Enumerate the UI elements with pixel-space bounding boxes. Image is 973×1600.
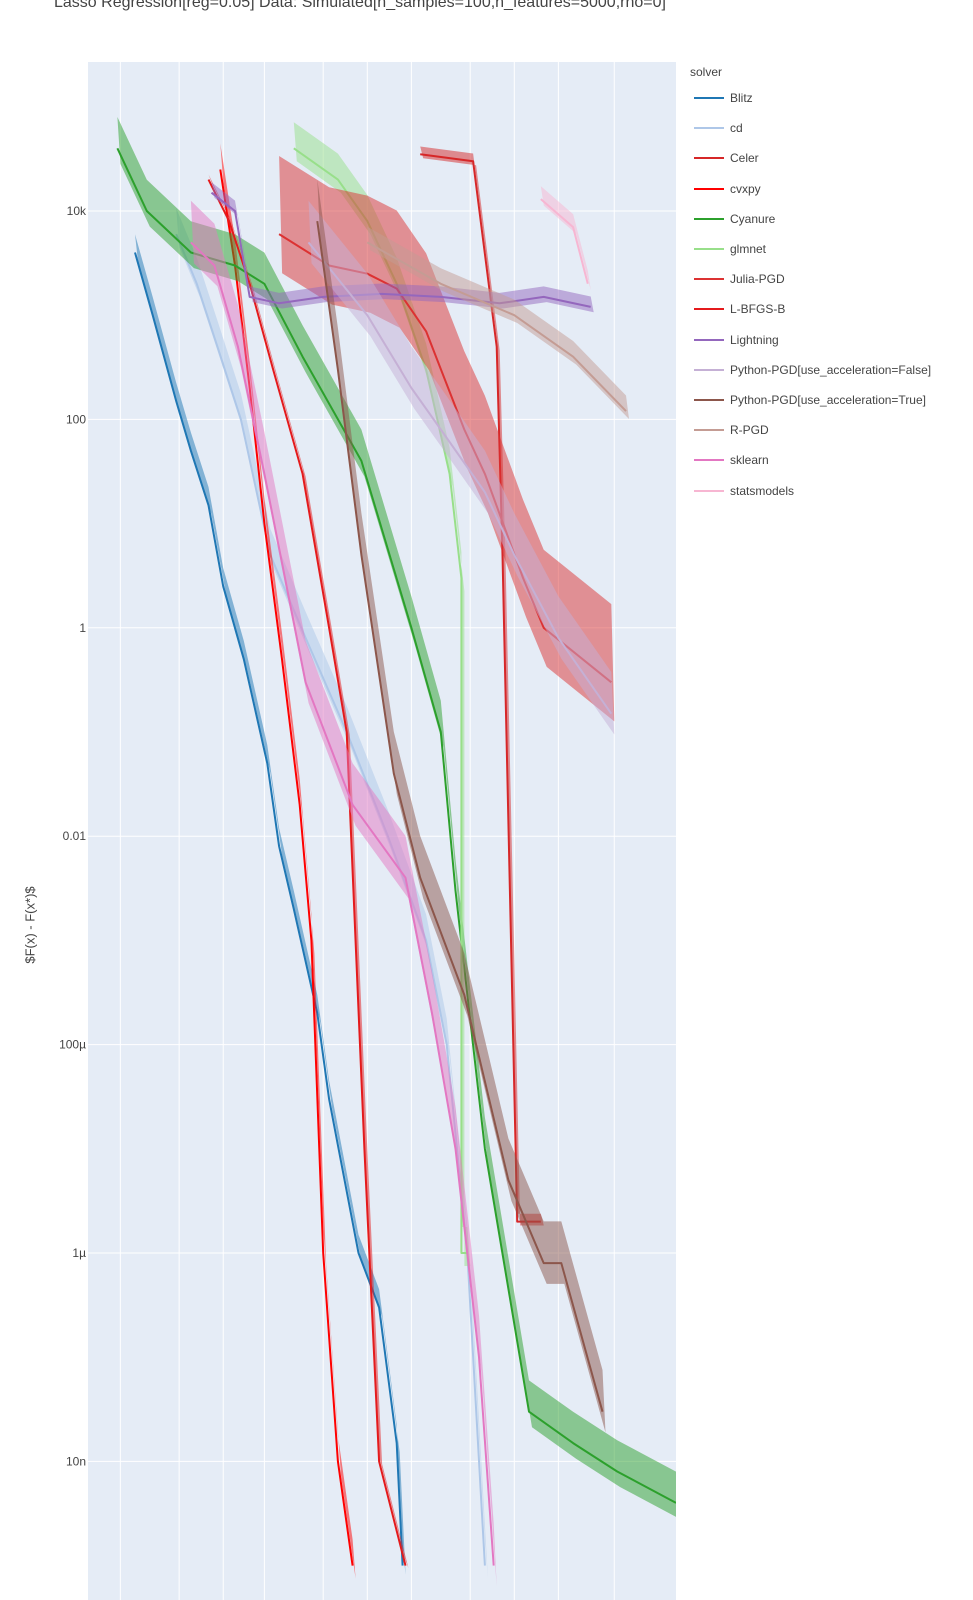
legend-swatch	[694, 278, 724, 281]
legend-label: glmnet	[730, 242, 767, 257]
legend: solver Blitz cd Celer cvxpy Cyanure glmnet Jul…	[690, 64, 931, 506]
legend-item-lightning[interactable]: Lightning	[690, 325, 931, 355]
series-line	[190, 241, 495, 1566]
series-line	[134, 252, 404, 1566]
y-axis-ticks: 10k 100 1 0.01 100µ 1µ 10n	[59, 204, 87, 1468]
legend-label: Python-PGD[use_acceleration=True]	[730, 392, 926, 407]
legend-swatch	[694, 368, 724, 371]
y-tick-label: 1	[79, 621, 86, 635]
series-band	[317, 179, 606, 1433]
series-line	[307, 241, 613, 715]
legend-swatch	[694, 429, 724, 432]
chart-title: Lasso Regression[reg=0.05] Data: Simulat…	[54, 0, 666, 11]
legend-label: Blitz	[730, 91, 753, 106]
series-band	[540, 186, 591, 291]
gridlines	[88, 62, 676, 1600]
legend-swatch	[694, 398, 724, 401]
legend-item-cyanure[interactable]: Cyanure	[690, 204, 931, 234]
legend-label: Celer	[730, 151, 759, 166]
y-tick-label: 100µ	[59, 1038, 86, 1052]
legend-label: Lightning	[730, 332, 779, 347]
legend-swatch	[694, 187, 724, 190]
series-r-pgd	[366, 226, 629, 419]
legend-swatch	[694, 97, 724, 100]
legend-item-julia-pgd[interactable]: Julia-PGD	[690, 264, 931, 294]
legend-item-blitz[interactable]: Blitz	[690, 83, 931, 113]
y-tick-label: 1µ	[72, 1246, 86, 1260]
series-statsmodels	[540, 186, 591, 291]
series-line	[207, 179, 407, 1566]
legend-title: solver	[690, 65, 723, 79]
y-tick-label: 0.01	[63, 829, 87, 843]
legend-item-r-pgd[interactable]: R-PGD	[690, 415, 931, 445]
legend-swatch	[694, 157, 724, 160]
legend-label: statsmodels	[730, 483, 795, 498]
series-l-bfgs-b	[207, 174, 409, 1569]
y-tick-label: 100	[66, 412, 86, 426]
series-line	[540, 198, 589, 285]
legend-label: Python-PGD[use_acceleration=False]	[730, 362, 932, 377]
series-python-pgd-use-acceleration-false-	[307, 200, 615, 735]
legend-item-celer[interactable]: Celer	[690, 143, 931, 173]
series-band	[367, 226, 629, 419]
legend-item-statsmodels[interactable]: statsmodels	[690, 475, 931, 505]
legend-swatch	[694, 217, 724, 220]
series-sklearn	[190, 200, 497, 1587]
legend-label: L-BFGS-B	[730, 302, 786, 317]
series-band	[420, 146, 544, 1226]
legend-swatch	[694, 127, 724, 130]
legend-swatch	[694, 248, 724, 251]
legend-swatch	[694, 338, 724, 341]
legend-item-sklearn[interactable]: sklearn	[690, 445, 931, 475]
y-tick-label: 10k	[67, 204, 87, 218]
legend-label: cd	[730, 121, 743, 136]
series-line	[366, 241, 627, 412]
legend-item-cd[interactable]: cd	[690, 113, 931, 143]
legend-label: R-PGD	[730, 423, 769, 438]
legend-label: sklearn	[730, 453, 769, 468]
legend-item-glmnet[interactable]: glmnet	[690, 234, 931, 264]
legend-items: Blitz cd Celer cvxpy Cyanure glmnet Julia-PGD L…	[690, 83, 931, 506]
series-python-pgd-use-acceleration-true-	[316, 179, 606, 1433]
series-traces	[116, 117, 676, 1587]
legend-swatch	[694, 489, 724, 492]
legend-item-l-bfgs-b[interactable]: L-BFGS-B	[690, 294, 931, 324]
y-tick-label: 10n	[66, 1454, 86, 1468]
legend-swatch	[694, 459, 724, 462]
legend-label: Cyanure	[730, 211, 776, 226]
legend-item-python-pgd-use-acceleration-false-[interactable]: Python-PGD[use_acceleration=False]	[690, 355, 931, 385]
legend-item-cvxpy[interactable]: cvxpy	[690, 174, 931, 204]
legend-swatch	[694, 308, 724, 311]
series-line	[316, 220, 604, 1412]
series-blitz	[134, 234, 406, 1575]
legend-item-python-pgd-use-acceleration-true-[interactable]: Python-PGD[use_acceleration=True]	[690, 385, 931, 415]
legend-label: Julia-PGD	[730, 272, 785, 287]
legend-label: cvxpy	[730, 181, 761, 196]
